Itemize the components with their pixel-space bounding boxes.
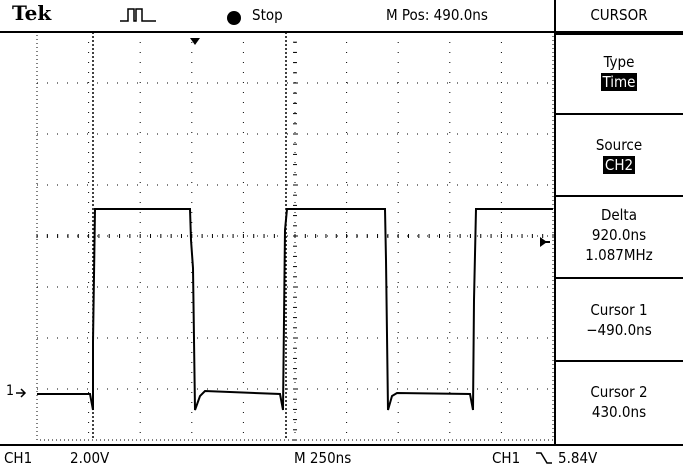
run-state: Stop <box>252 6 283 24</box>
menu-cursor2-button[interactable]: Cursor 2 430.0ns <box>555 382 683 422</box>
ch1-waveform <box>37 208 553 411</box>
ch1-label: CH1 <box>4 449 33 467</box>
ch1-scale: 2.00V <box>70 449 110 467</box>
menu-source-button[interactable]: Source CH2 <box>555 135 683 175</box>
menu-source-value: CH2 <box>602 156 636 174</box>
menu-divider <box>555 33 683 35</box>
menu-divider <box>555 277 683 279</box>
trigger-level: 5.84V <box>558 449 598 467</box>
menu-type-button[interactable]: Type Time <box>555 52 683 92</box>
falling-edge-icon <box>536 452 552 464</box>
menu-cursor1-value: −490.0ns <box>586 321 652 339</box>
cursor-menu: CURSOR Type Time Source CH2 Delta 920.0n… <box>555 0 683 445</box>
menu-divider <box>555 113 683 115</box>
menu-cursor2-label: Cursor 2 <box>590 383 648 401</box>
menu-type-label: Type <box>603 53 635 71</box>
menu-divider <box>555 360 683 362</box>
ch1-ground-marker: 1 <box>6 383 15 399</box>
menu-cursor2-value: 430.0ns <box>591 403 647 421</box>
menu-title: CURSOR <box>590 6 648 24</box>
tek-logo: Tek <box>12 1 52 25</box>
menu-delta-readout: Delta 920.0ns 1.087MHz <box>555 205 683 265</box>
menu-cursor1-button[interactable]: Cursor 1 −490.0ns <box>555 300 683 340</box>
trigger-position-marker <box>190 38 200 45</box>
menu-divider <box>555 195 683 197</box>
trigger-level-marker <box>540 237 547 247</box>
menu-type-value: Time <box>600 73 638 91</box>
timebase: M 250ns <box>294 449 352 467</box>
menu-delta-frequency: 1.087MHz <box>585 246 653 264</box>
menu-source-label: Source <box>595 136 643 154</box>
stop-dot-icon <box>227 11 241 25</box>
menu-delta-time: 920.0ns <box>591 226 647 244</box>
menu-delta-label: Delta <box>600 206 637 224</box>
trigger-source: CH1 <box>492 449 521 467</box>
ch1-ground-arrow <box>16 388 27 398</box>
main-position: M Pos: 490.0ns <box>386 6 488 24</box>
trigger-pulse-icon <box>120 8 156 22</box>
menu-cursor1-label: Cursor 1 <box>590 301 648 319</box>
